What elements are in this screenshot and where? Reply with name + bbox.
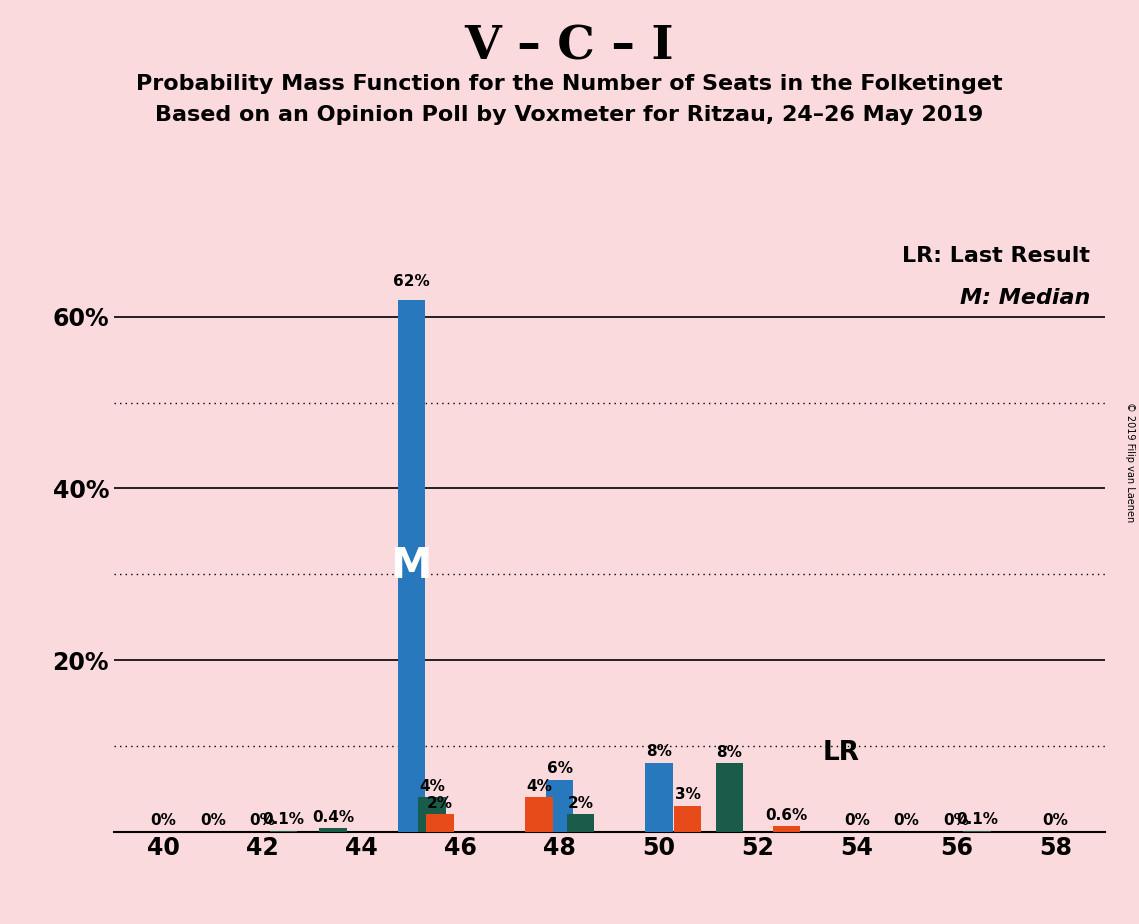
Text: 4%: 4%: [419, 779, 445, 794]
Text: 0.4%: 0.4%: [312, 809, 354, 825]
Text: M: M: [391, 544, 432, 587]
Bar: [567, 814, 595, 832]
Bar: [398, 299, 425, 832]
Text: M: Median: M: Median: [959, 288, 1090, 308]
Bar: [773, 826, 801, 832]
Bar: [426, 814, 453, 832]
Text: Probability Mass Function for the Number of Seats in the Folketinget: Probability Mass Function for the Number…: [137, 74, 1002, 94]
Bar: [646, 763, 672, 832]
Bar: [674, 806, 702, 832]
Text: 0%: 0%: [1042, 813, 1068, 828]
Text: 0%: 0%: [150, 813, 177, 828]
Bar: [418, 797, 445, 832]
Text: V – C – I: V – C – I: [465, 23, 674, 69]
Bar: [525, 797, 552, 832]
Text: 3%: 3%: [674, 787, 700, 802]
Bar: [715, 763, 743, 832]
Text: 2%: 2%: [427, 796, 453, 811]
Bar: [319, 828, 346, 832]
Bar: [547, 780, 573, 832]
Text: 8%: 8%: [716, 745, 743, 760]
Text: 0%: 0%: [943, 813, 969, 828]
Text: 62%: 62%: [393, 274, 429, 289]
Text: 0.1%: 0.1%: [262, 812, 304, 827]
Text: 4%: 4%: [526, 779, 552, 794]
Text: © 2019 Filip van Laenen: © 2019 Filip van Laenen: [1125, 402, 1134, 522]
Text: 8%: 8%: [646, 744, 672, 759]
Text: 0%: 0%: [249, 813, 276, 828]
Text: 6%: 6%: [547, 760, 573, 776]
Text: 2%: 2%: [567, 796, 593, 811]
Text: 0%: 0%: [200, 813, 226, 828]
Text: LR: LR: [822, 740, 860, 766]
Text: Based on an Opinion Poll by Voxmeter for Ritzau, 24–26 May 2019: Based on an Opinion Poll by Voxmeter for…: [155, 105, 984, 126]
Text: 0%: 0%: [844, 813, 870, 828]
Text: 0.1%: 0.1%: [956, 812, 998, 827]
Text: LR: Last Result: LR: Last Result: [902, 246, 1090, 266]
Text: 0.6%: 0.6%: [765, 808, 808, 823]
Text: 0%: 0%: [894, 813, 919, 828]
